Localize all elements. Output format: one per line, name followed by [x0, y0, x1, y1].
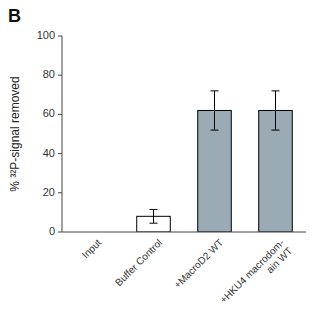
- x-tick-label: Input: [80, 237, 104, 261]
- chart-svg: 0 20 40 60 80 100 % ³²P-signal removed B Input Bu…: [0, 0, 320, 320]
- x-tick-label-line: +MacroD2 WT: [172, 237, 226, 291]
- x-tick-label: +MacroD2 WT: [172, 237, 226, 291]
- y-tick-label: 60: [43, 107, 55, 119]
- error-cap: [150, 209, 158, 210]
- x-axis: Input Buffer Control+MacroD2 WT+HKU4 macr…: [80, 237, 295, 314]
- x-axis-line: [62, 232, 306, 233]
- y-tick: [58, 36, 62, 37]
- y-tick: [58, 153, 62, 154]
- x-tick-label-line: Buffer Control: [113, 237, 164, 288]
- error-stem: [153, 209, 154, 223]
- y-axis-line: [62, 36, 63, 232]
- y-tick-label: 20: [43, 186, 55, 198]
- y-tick: [58, 232, 62, 233]
- error-cap: [272, 90, 280, 91]
- error-bar: [150, 209, 158, 223]
- x-tick-label-group: Buffer Control: [113, 237, 164, 288]
- error-bar: [211, 91, 219, 130]
- x-tick-label-group: +MacroD2 WT: [172, 237, 226, 291]
- x-tick-label: +HKU4 macrodom-ain WT: [218, 237, 295, 314]
- error-cap: [211, 90, 219, 91]
- error-cap: [150, 223, 158, 224]
- x-tick-label-group: +HKU4 macrodom-ain WT: [218, 237, 295, 314]
- error-bar: [272, 91, 280, 130]
- error-cap: [272, 130, 280, 131]
- plot-area: [137, 91, 293, 232]
- error-stem: [214, 91, 215, 130]
- y-tick: [58, 114, 62, 115]
- y-axis-label: % ³²P-signal removed: [8, 76, 22, 191]
- chart-container: 0 20 40 60 80 100 % ³²P-signal removed B Input Bu…: [0, 0, 320, 320]
- y-tick: [58, 192, 62, 193]
- error-stem: [275, 91, 276, 130]
- x-tick-label: Buffer Control: [113, 237, 164, 288]
- error-cap: [211, 130, 219, 131]
- x-tick-label-line: ain WT: [264, 245, 294, 275]
- y-tick-label: 80: [43, 68, 55, 80]
- x-tick-label-line: Input: [80, 237, 104, 261]
- y-axis: 0 20 40 60 80 100: [37, 29, 62, 237]
- y-tick-label: 40: [43, 147, 55, 159]
- x-tick-label-group: Input: [80, 237, 104, 261]
- y-tick: [58, 75, 62, 76]
- chart-title: B: [8, 6, 21, 26]
- y-tick-label: 100: [37, 29, 55, 41]
- y-tick-label: 0: [49, 225, 55, 237]
